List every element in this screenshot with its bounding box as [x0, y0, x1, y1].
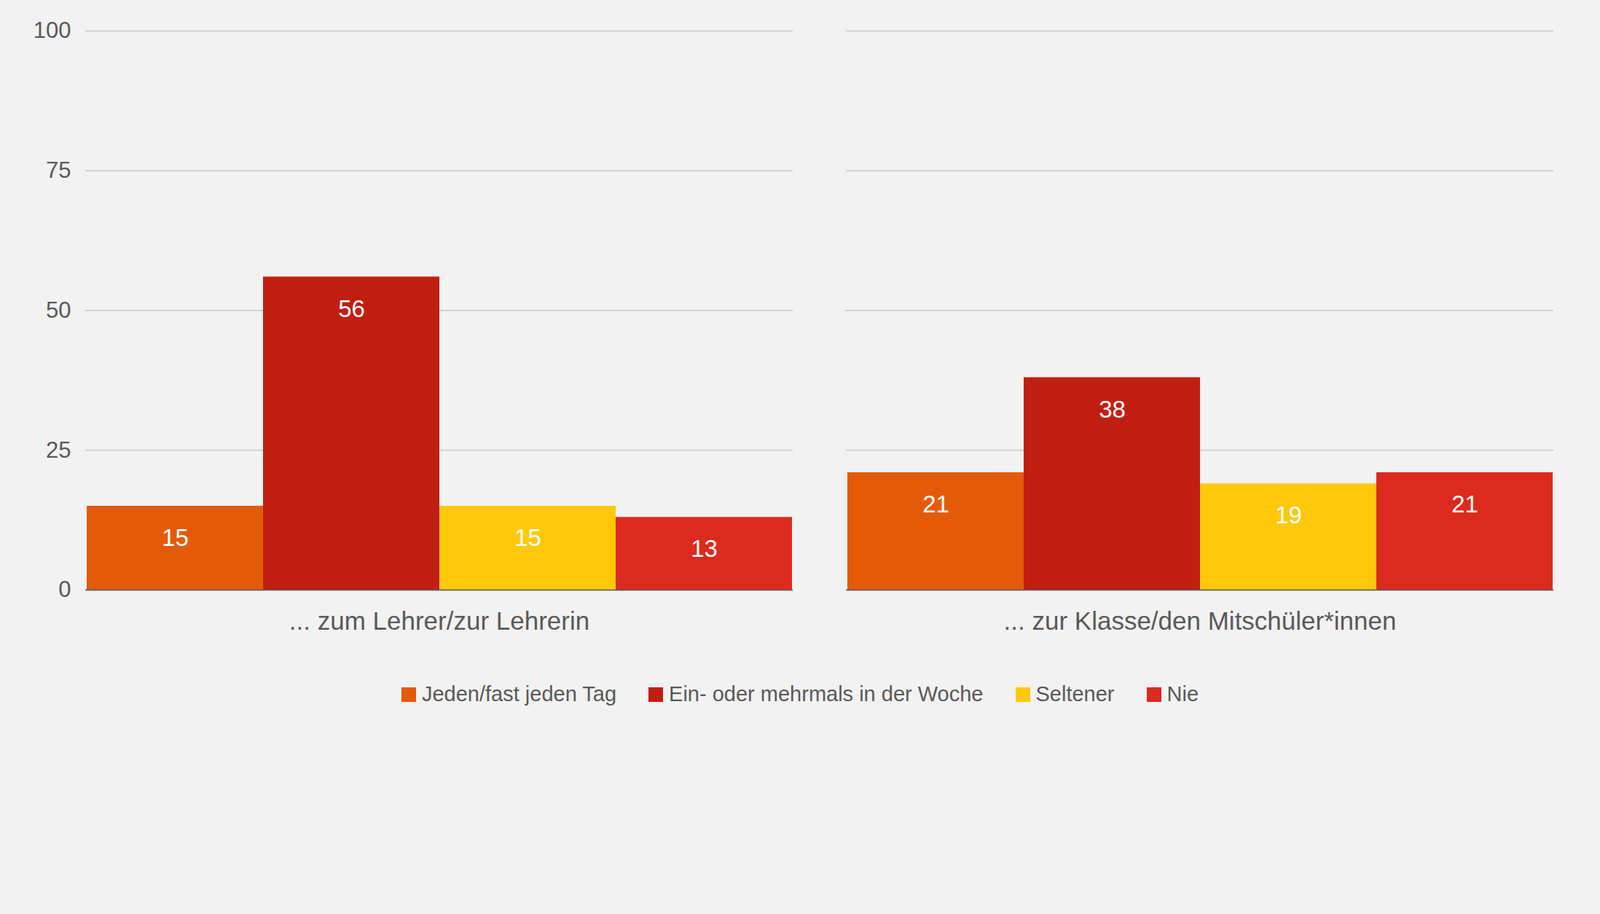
svg-text:38: 38	[1098, 395, 1126, 423]
html-text:Nie: Nie	[1166, 681, 1199, 706]
svg-text:21: 21	[922, 490, 950, 518]
svg-text:56: 56	[338, 295, 366, 323]
html-text:Jeden/fast jeden Tag: Jeden/fast jeden Tag	[421, 681, 617, 706]
svg-text:15: 15	[514, 523, 542, 551]
svg-text:15: 15	[161, 523, 189, 551]
svg-text:0: 0	[58, 576, 71, 602]
svg-text:50: 50	[45, 297, 71, 323]
html-text:Ein- oder mehrmals in der Woch: Ein- oder mehrmals in der Woche	[668, 681, 984, 706]
svg-text:100: 100	[33, 17, 72, 43]
svg-text:75: 75	[45, 157, 71, 183]
html-text:Seltener: Seltener	[1035, 681, 1115, 706]
svg-text:13: 13	[690, 534, 718, 562]
svg-text:... zur Klasse/den Mitschüler*: ... zur Klasse/den Mitschüler*innen	[1004, 606, 1397, 635]
svg-text:25: 25	[45, 437, 71, 463]
svg-text:19: 19	[1275, 501, 1303, 529]
svg-text:21: 21	[1451, 490, 1479, 518]
svg-text:... zum Lehrer/zur Lehrerin: ... zum Lehrer/zur Lehrerin	[289, 606, 590, 635]
